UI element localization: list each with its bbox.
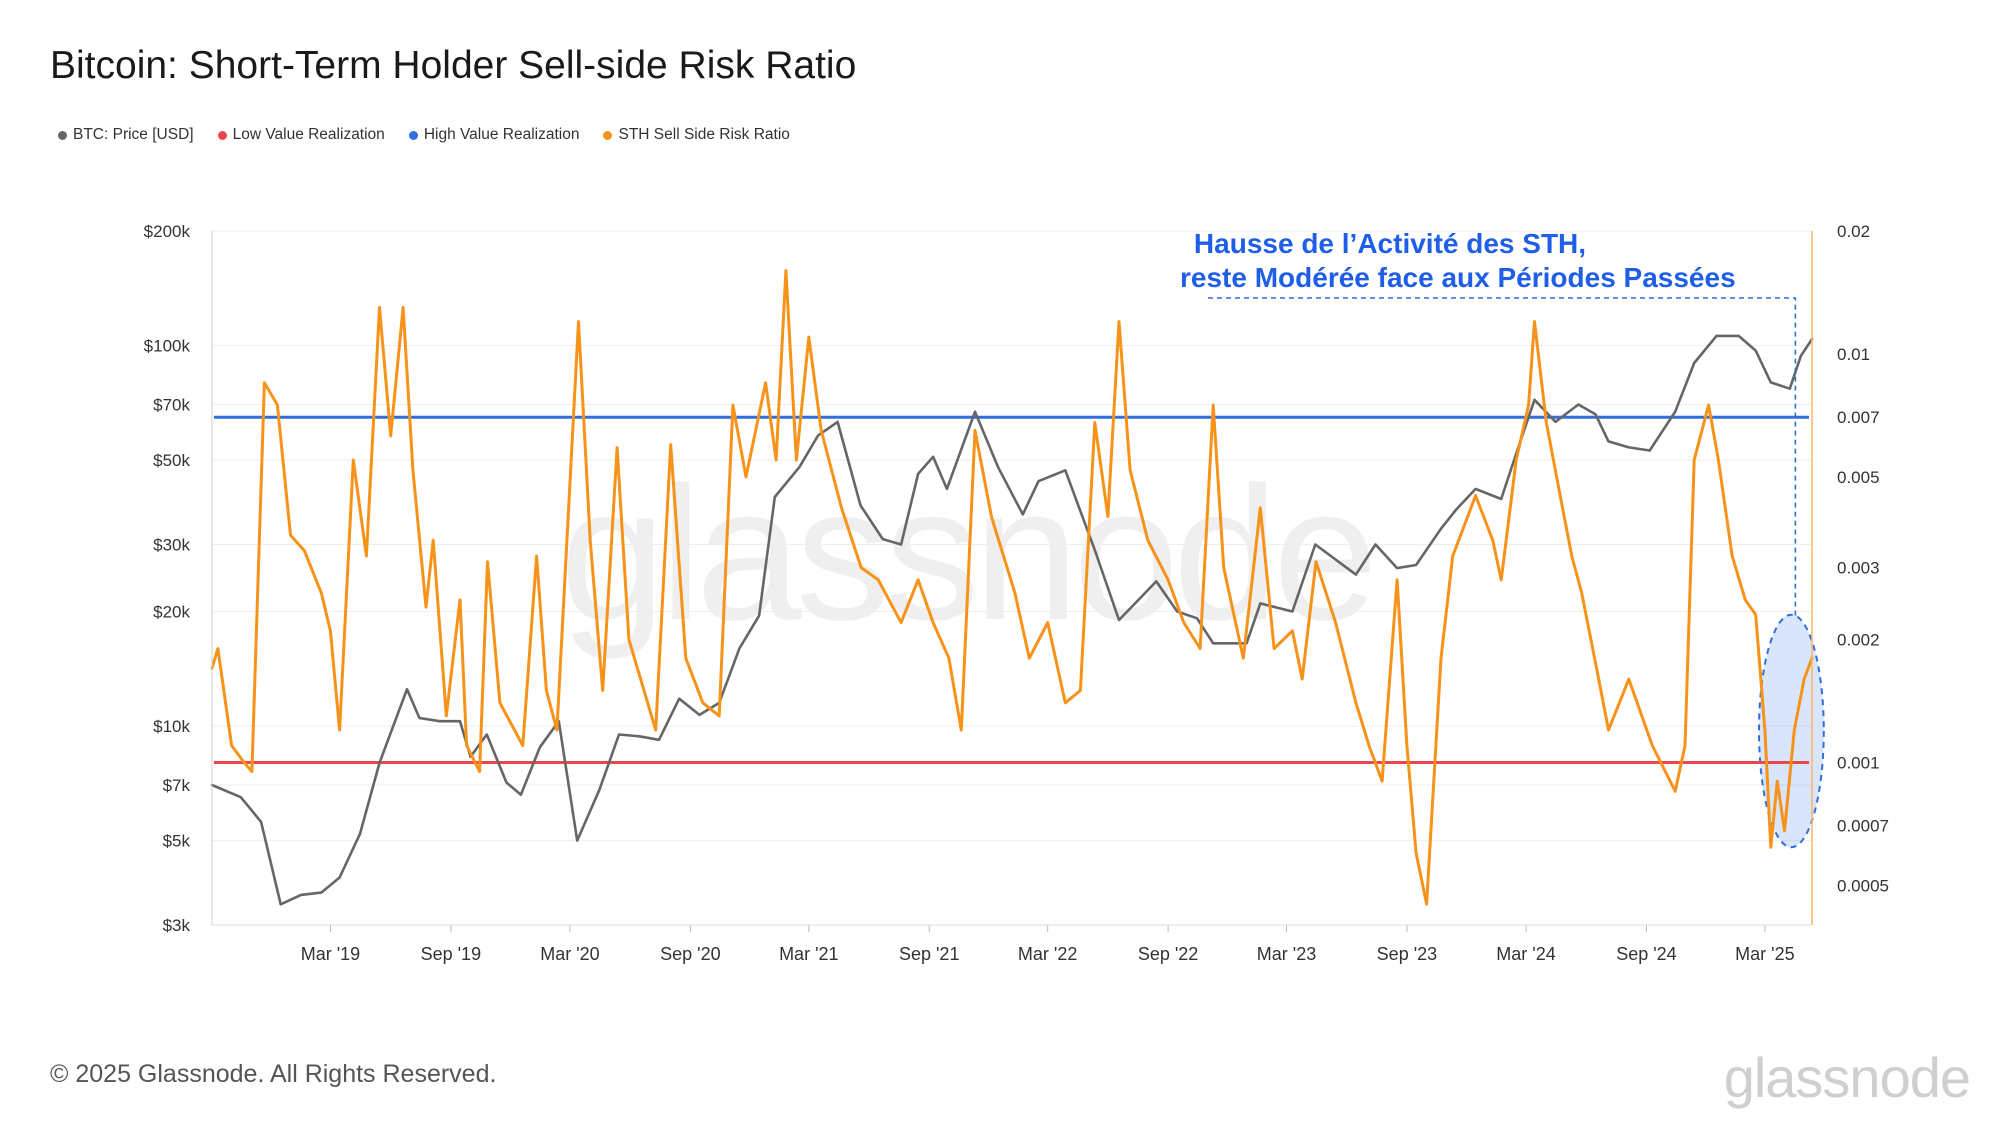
legend-marker-price [58, 130, 67, 140]
legend-label-low-value: Low Value Realization [232, 126, 385, 143]
y-left-tick-label: $3k [163, 916, 191, 935]
y-right-tick-label: 0.007 [1837, 408, 1880, 427]
y-left-tick-label: $5k [163, 832, 191, 851]
sth-ratio-line [210, 269, 1814, 906]
x-tick-label: Mar '21 [779, 944, 838, 964]
btc-price-line [210, 334, 1814, 906]
annotation-line-1: Hausse de l’Activité des STH, [1193, 228, 1587, 259]
x-tick-label: Sep '23 [1377, 944, 1438, 964]
x-tick-label: Mar '22 [1018, 944, 1077, 964]
annotation-connector [1208, 297, 1797, 617]
x-tick-label: Mar '20 [540, 944, 599, 964]
gridlines [212, 230, 1812, 926]
legend-item-low-value[interactable]: Low Value Realization [217, 126, 385, 144]
y-left-tick-label: $7k [163, 776, 191, 795]
copyright-text: © 2025 Glassnode. All Rights Reserved. [50, 1060, 497, 1088]
legend-item-sth-ratio[interactable]: STH Sell Side Risk Ratio [603, 126, 790, 144]
threshold-lines [214, 415, 1809, 764]
x-tick-label: Mar '24 [1496, 944, 1555, 964]
legend-item-high-value[interactable]: High Value Realization [408, 126, 580, 144]
annotation-line-2: reste Modérée face aux Périodes Passées [1180, 262, 1736, 293]
chart-title: Bitcoin: Short-Term Holder Sell-side Ris… [50, 44, 857, 87]
y-right-tick-label: 0.01 [1837, 345, 1870, 364]
y-left-tick-label: $20k [153, 603, 190, 622]
y-right-tick-label: 0.002 [1837, 630, 1880, 649]
legend-marker-sth-ratio [603, 130, 613, 140]
legend-marker-low-value [217, 130, 227, 140]
x-tick-label: Mar '19 [301, 944, 360, 964]
y-left-tick-label: $10k [153, 717, 190, 736]
legend-marker-high-value [408, 130, 418, 140]
y-left-tick-label: $70k [153, 395, 190, 414]
annotation-layer [1208, 297, 1797, 617]
x-tick-label: Sep '24 [1616, 944, 1677, 964]
x-tick-label: Sep '22 [1138, 944, 1199, 964]
x-tick-label: Mar '23 [1257, 944, 1316, 964]
y-right-tick-label: 0.005 [1837, 468, 1880, 487]
x-tick-label: Sep '20 [660, 944, 721, 964]
y-left-tick-label: $200k [144, 222, 191, 241]
legend: BTC: Price [USD] Low Value Realization H… [58, 126, 790, 144]
x-tick-label: Mar '25 [1735, 944, 1794, 964]
y-right-tick-label: 0.0005 [1837, 876, 1889, 895]
y-left-tick-label: $30k [153, 535, 190, 554]
y-right-tick-label: 0.02 [1837, 222, 1870, 241]
legend-label-high-value: High Value Realization [423, 126, 580, 143]
series-lines [210, 269, 1814, 906]
y-left-tick-label: $50k [153, 451, 190, 470]
y-right-tick-label: 0.0007 [1837, 817, 1889, 836]
x-tick-label: Sep '19 [421, 944, 482, 964]
legend-label-price: BTC: Price [USD] [73, 126, 194, 143]
legend-item-price[interactable]: BTC: Price [USD] [58, 126, 194, 144]
brand-logo: glassnode [1723, 1046, 1971, 1109]
legend-label-sth-ratio: STH Sell Side Risk Ratio [618, 126, 790, 143]
axes: $200k $100k $70k $50k $30k $20k $10k $7k $5k $3k 0… [144, 222, 1889, 964]
y-left-tick-label: $100k [144, 337, 191, 356]
y-right-tick-label: 0.001 [1837, 753, 1880, 772]
y-right-tick-label: 0.003 [1837, 559, 1880, 578]
x-tick-label: Sep '21 [899, 944, 960, 964]
annotation: Hausse de l’Activité des STH, reste Modé… [1180, 228, 1736, 298]
